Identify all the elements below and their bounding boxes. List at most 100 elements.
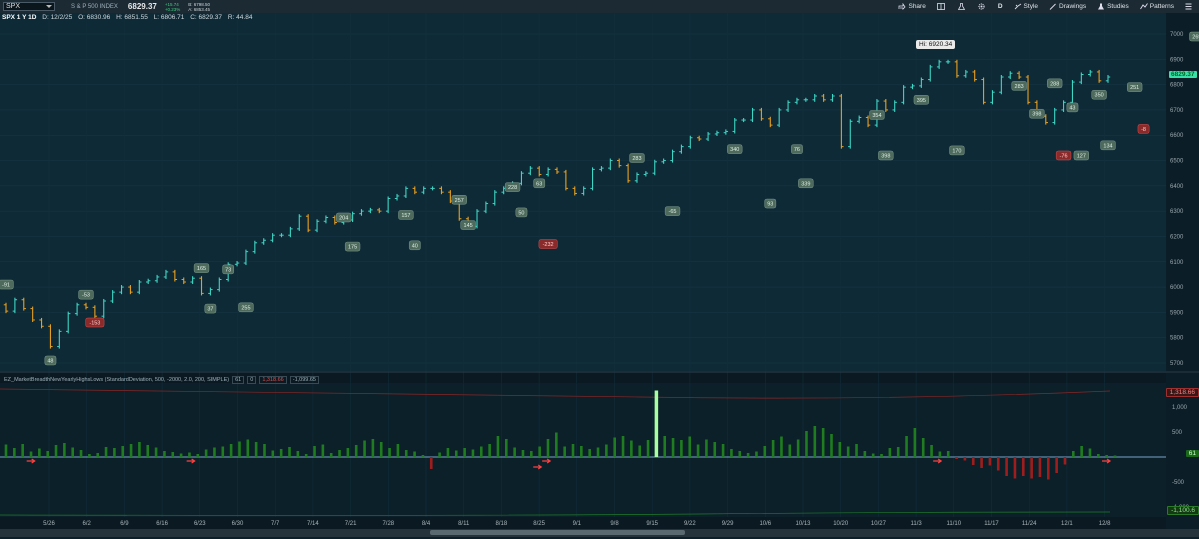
study-histogram-bar	[188, 452, 191, 457]
patterns-icon	[1139, 3, 1148, 10]
index-name: S & P 500 INDEX	[71, 3, 118, 10]
study-histogram-bar	[788, 444, 792, 457]
study-histogram-bar	[813, 426, 817, 457]
study-axis-label: 500	[1172, 430, 1183, 436]
study-panel-bg	[0, 385, 1166, 517]
study-histogram-bar	[296, 451, 300, 457]
study-value-4: -1,099.65	[289, 376, 319, 384]
price-axis-label: 6800	[1170, 83, 1184, 89]
study-histogram-bar	[863, 451, 867, 457]
studies-button[interactable]: Studies	[1097, 3, 1129, 10]
price-label-text: 288	[1050, 81, 1059, 87]
menu-button[interactable]	[1185, 3, 1194, 10]
grid-icon	[936, 3, 945, 10]
study-histogram-bar	[696, 444, 700, 457]
study-histogram-bar	[880, 454, 883, 457]
chart-grid-button[interactable]	[936, 3, 947, 10]
study-histogram-bar	[671, 438, 675, 457]
info-low: L: 6806.71	[153, 14, 185, 21]
study-histogram-bar	[154, 447, 158, 457]
drawings-button[interactable]: Drawings	[1049, 3, 1086, 10]
study-histogram-bar	[288, 447, 291, 457]
time-axis-label: 10/27	[871, 521, 887, 527]
aggregation-button[interactable]: D	[998, 3, 1003, 10]
study-histogram-bar	[630, 440, 633, 457]
price-label-bubble	[336, 212, 352, 223]
info-date: D: 12/2/25	[42, 14, 73, 21]
study-histogram-bar	[313, 446, 316, 457]
time-axis-label: 11/24	[1022, 521, 1037, 527]
settings-button[interactable]	[978, 3, 987, 10]
study-histogram-bar	[605, 444, 608, 457]
study-histogram-bar	[930, 445, 933, 457]
price-label-text: 48	[47, 358, 53, 364]
study-value-1: 61	[232, 376, 245, 384]
share-button[interactable]: Share	[898, 3, 926, 10]
study-histogram-bar	[563, 446, 566, 457]
study-histogram-bar	[304, 454, 308, 457]
study-histogram-bar	[354, 445, 358, 457]
study-histogram-bar	[946, 451, 950, 457]
symbol-selector[interactable]: SPX	[3, 2, 55, 11]
time-axis-label: 10/6	[759, 521, 771, 527]
studies-icon	[1098, 3, 1105, 10]
price-label-text: 157	[401, 213, 410, 219]
study-histogram-bar	[346, 448, 350, 457]
price-axis-bg	[1166, 13, 1199, 529]
study-histogram-bar	[1105, 455, 1108, 457]
study-histogram-bar	[705, 439, 708, 457]
time-axis-label: 8/25	[533, 521, 545, 527]
study-histogram-bar	[688, 436, 692, 457]
price-label-bubble	[664, 206, 681, 216]
price-axis-label: 6000	[1170, 285, 1184, 291]
price-label-bubble	[1127, 82, 1143, 92]
price-label-bubble	[629, 153, 645, 163]
price-label-text: -8	[1141, 127, 1146, 133]
study-histogram-bar	[730, 449, 733, 457]
price-label-text: -91	[2, 283, 10, 289]
price-label-bubble	[791, 144, 803, 154]
time-axis-label: 7/21	[345, 521, 357, 527]
time-axis-label: 10/13	[795, 521, 811, 527]
price-label-bubble	[85, 317, 105, 328]
time-axis-label: 6/23	[194, 521, 206, 527]
study-histogram-bar	[238, 441, 241, 457]
study-histogram-bar	[654, 390, 659, 457]
price-label-bubble	[451, 195, 467, 205]
price-axis-label: 6200	[1170, 234, 1184, 240]
last-price: 6829.37	[127, 2, 157, 11]
price-label-text: -232	[543, 242, 554, 248]
time-scrollbar[interactable]	[0, 529, 1199, 537]
time-axis-label: 6/30	[232, 521, 244, 527]
style-button[interactable]: Style	[1014, 3, 1038, 10]
study-histogram-bar	[596, 447, 600, 457]
lower-band-badge: -1,100.6	[1167, 506, 1199, 515]
study-histogram-bar	[454, 450, 458, 457]
study-histogram-bar	[971, 457, 975, 465]
info-open: O: 6830.96	[78, 14, 111, 21]
price-label-bubble	[1137, 124, 1150, 134]
chart-canvas[interactable]: 7000 6900 6800 6700 6600 6500 6400 6300 6200 6100…	[0, 13, 1199, 529]
symbol-text: SPX	[6, 3, 21, 10]
price-label-bubble	[1029, 108, 1045, 119]
info-close: C: 6829.37	[190, 14, 223, 21]
study-histogram-bar	[71, 447, 75, 457]
time-axis-label: 8/4	[422, 521, 431, 527]
price-label-bubble	[204, 303, 217, 314]
flask-button[interactable]	[957, 3, 967, 10]
study-histogram-bar	[555, 432, 558, 457]
time-axis-label: 11/10	[947, 521, 962, 527]
study-histogram-bar	[638, 445, 642, 457]
study-histogram-bar	[621, 436, 625, 457]
study-histogram-bar	[846, 446, 850, 457]
d-label: D	[997, 3, 1003, 10]
study-histogram-bar	[479, 446, 483, 457]
price-label-text: 350	[1095, 93, 1104, 99]
patterns-button[interactable]: Patterns	[1139, 3, 1174, 10]
study-lower-band	[0, 511, 1111, 516]
last-price-badge: 6829.37	[1169, 71, 1197, 78]
time-axis-label: 6/16	[156, 521, 168, 527]
scrollbar-thumb[interactable]	[430, 530, 685, 535]
chart-title: SPX 1 Y 1D	[2, 14, 37, 21]
price-label-text: 73	[225, 267, 231, 273]
